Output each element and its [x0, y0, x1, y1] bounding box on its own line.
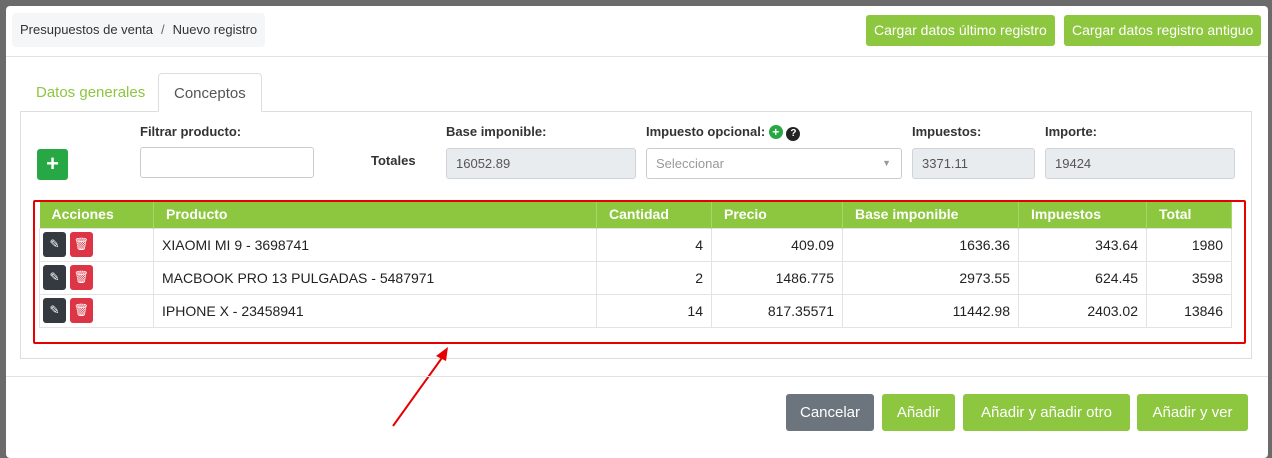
- base-field: 16052.89: [446, 148, 636, 179]
- optional-tax-label: Impuesto opcional: + ?: [646, 124, 801, 141]
- load-old-record-button[interactable]: Cargar datos registro antiguo: [1064, 15, 1262, 46]
- modal: Presupuestos de venta / Nuevo registro Car…: [6, 6, 1268, 458]
- add-button[interactable]: Añadir: [882, 394, 955, 431]
- add-product-button[interactable]: +: [37, 149, 68, 180]
- edit-icon[interactable]: ✎: [43, 265, 66, 290]
- divider: [6, 376, 1268, 377]
- table-cell: 3598: [1146, 260, 1232, 295]
- actions-cell: ✎ 🗑: [39, 260, 154, 295]
- filter-label: Filtrar producto:: [140, 124, 242, 139]
- table-cell: 624.45: [1018, 260, 1147, 295]
- table-cell: 1980: [1146, 227, 1232, 262]
- table-cell: 11442.98: [842, 293, 1019, 328]
- add-view-button[interactable]: Añadir y ver: [1137, 394, 1248, 431]
- divider: [6, 56, 1268, 57]
- base-label: Base imponible:: [446, 124, 547, 139]
- trash-icon[interactable]: 🗑: [69, 298, 93, 323]
- taxes-label: Impuestos:: [912, 124, 982, 139]
- load-last-record-button[interactable]: Cargar datos último registro: [866, 15, 1055, 46]
- col-cantidad: Cantidad: [596, 200, 712, 228]
- filter-product-input[interactable]: [140, 147, 314, 178]
- add-another-button[interactable]: Añadir y añadir otro: [963, 394, 1130, 431]
- table-cell: MACBOOK PRO 13 PULGADAS - 5487971: [153, 260, 597, 295]
- col-base: Base imponible: [842, 200, 1019, 228]
- table-cell: 343.64: [1018, 227, 1147, 262]
- col-producto: Producto: [153, 200, 597, 228]
- breadcrumb-current: Nuevo registro: [172, 22, 258, 37]
- trash-icon[interactable]: 🗑: [69, 232, 93, 257]
- dropdown-caret-icon: ▼: [882, 158, 891, 168]
- actions-cell: ✎ 🗑: [39, 293, 154, 328]
- table-cell: 4: [596, 227, 712, 262]
- concepts-table: Acciones Producto Cantidad Precio Base i…: [39, 200, 1232, 328]
- col-impuestos: Impuestos: [1018, 200, 1147, 228]
- edit-icon[interactable]: ✎: [43, 232, 66, 257]
- table-row: ✎ 🗑 XIAOMI MI 9 - 3698741 4 409.09 1636.36 34…: [39, 227, 1232, 262]
- breadcrumb-item[interactable]: Presupuestos de venta: [20, 22, 153, 37]
- table-cell: 817.35571: [711, 293, 843, 328]
- table-cell: 409.09: [711, 227, 843, 262]
- plus-icon: +: [46, 151, 59, 176]
- col-precio: Precio: [711, 200, 843, 228]
- taxes-field: 3371.11: [912, 148, 1035, 179]
- add-tax-icon[interactable]: +: [768, 125, 783, 139]
- annotation-arrow: [392, 347, 448, 427]
- cancel-button[interactable]: Cancelar: [786, 394, 874, 431]
- totals-label: Totales: [371, 153, 416, 168]
- table-cell: IPHONE X - 23458941: [153, 293, 597, 328]
- breadcrumb: Presupuestos de venta / Nuevo registro: [12, 13, 266, 47]
- tab-datos-generales[interactable]: Datos generales: [36, 84, 146, 101]
- trash-icon[interactable]: 🗑: [69, 265, 93, 290]
- conceptos-panel: [20, 111, 1252, 359]
- table-cell: 2: [596, 260, 712, 295]
- optional-tax-select[interactable]: Seleccionar ▼: [646, 148, 902, 179]
- col-acciones: Acciones: [39, 200, 154, 228]
- help-icon[interactable]: ?: [786, 127, 801, 141]
- table-cell: XIAOMI MI 9 - 3698741: [153, 227, 597, 262]
- table-cell: 1486.775: [711, 260, 843, 295]
- table-cell: 1636.36: [842, 227, 1019, 262]
- amount-label: Importe:: [1045, 124, 1097, 139]
- table-cell: 13846: [1146, 293, 1232, 328]
- tab-conceptos[interactable]: Conceptos: [158, 73, 262, 112]
- edit-icon[interactable]: ✎: [43, 298, 66, 323]
- table-cell: 2973.55: [842, 260, 1019, 295]
- table-cell: 14: [596, 293, 712, 328]
- table-row: ✎ 🗑 IPHONE X - 23458941 14 817.35571 11442.9…: [39, 293, 1232, 328]
- actions-cell: ✎ 🗑: [39, 227, 154, 262]
- table-cell: 2403.02: [1018, 293, 1147, 328]
- table-row: ✎ 🗑 MACBOOK PRO 13 PULGADAS - 5487971 2 148…: [39, 260, 1232, 295]
- col-total: Total: [1146, 200, 1232, 228]
- amount-field: 19424: [1045, 148, 1235, 179]
